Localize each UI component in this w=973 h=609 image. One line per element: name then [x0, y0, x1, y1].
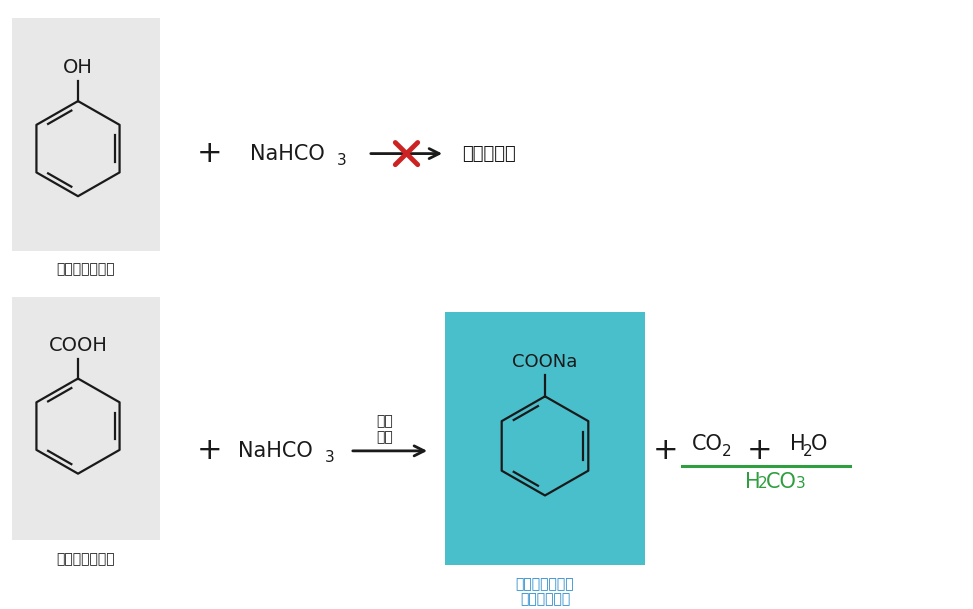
Text: 2: 2	[758, 476, 768, 491]
Text: 水に溶けにくい: 水に溶けにくい	[56, 262, 116, 276]
Bar	[12, 18, 160, 251]
Text: OH: OH	[63, 58, 93, 77]
Text: NaHCO: NaHCO	[238, 441, 312, 461]
Text: O: O	[811, 434, 827, 454]
Text: 3: 3	[325, 450, 335, 465]
Text: 反応しない: 反応しない	[462, 144, 516, 163]
Text: 水に溶けやすい: 水に溶けやすい	[516, 577, 574, 591]
Text: H: H	[745, 472, 761, 491]
Bar	[445, 312, 645, 565]
Text: 遊離: 遊離	[377, 430, 393, 444]
Bar	[12, 297, 160, 540]
Text: NaHCO: NaHCO	[250, 144, 325, 164]
Text: COONa: COONa	[513, 353, 578, 371]
Text: +: +	[653, 437, 679, 465]
Text: +: +	[198, 437, 223, 465]
Text: H: H	[790, 434, 806, 454]
Text: 2: 2	[803, 445, 812, 459]
Text: CO: CO	[766, 472, 797, 491]
Text: +: +	[747, 437, 773, 465]
Text: COOH: COOH	[49, 336, 107, 355]
Text: 3: 3	[796, 476, 806, 491]
Text: （電離する）: （電離する）	[520, 593, 570, 607]
Text: 弱酸: 弱酸	[377, 414, 393, 428]
Text: 3: 3	[337, 153, 346, 168]
Text: +: +	[198, 139, 223, 168]
Text: 水に溶けにくい: 水に溶けにくい	[56, 552, 116, 566]
Text: 2: 2	[722, 445, 732, 459]
Text: CO: CO	[692, 434, 723, 454]
